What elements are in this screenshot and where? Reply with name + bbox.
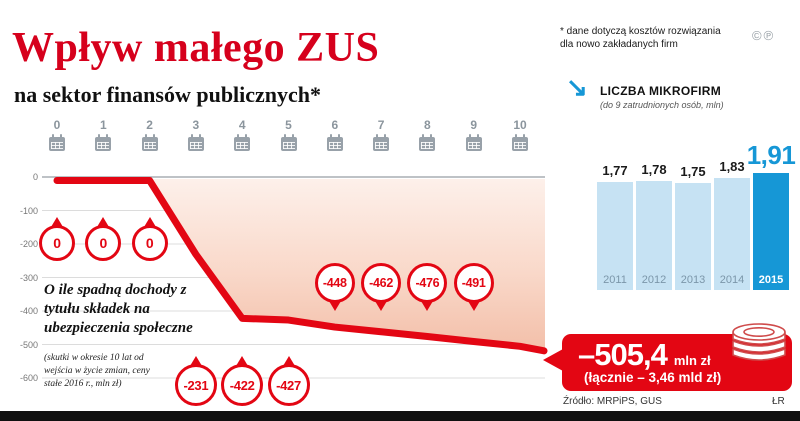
- y-axis-label: -500: [19, 339, 38, 350]
- line-chart-title: O ile spadną dochody z tytułu składek na…: [44, 282, 193, 336]
- bar: 2013: [675, 183, 711, 290]
- y-axis-label: -300: [19, 272, 38, 283]
- timeline-year: 6: [320, 118, 350, 151]
- calendar-icon: [512, 134, 528, 151]
- bar-year-label: 2011: [603, 274, 627, 286]
- bar-year-label: 2015: [758, 274, 784, 286]
- y-axis-label: -200: [19, 239, 38, 249]
- bar: 2014: [714, 178, 750, 290]
- year-number: 8: [424, 118, 431, 132]
- bar-column: 1,78 2012: [636, 162, 672, 290]
- y-axis-label: 0: [32, 172, 38, 182]
- timeline-year: 5: [274, 118, 304, 151]
- calendar-icon: [49, 134, 65, 151]
- year-number: 6: [331, 118, 339, 132]
- credit-label: ŁR: [772, 396, 785, 407]
- data-callout: -448: [314, 263, 355, 311]
- year-number: 10: [513, 118, 527, 132]
- year-number: 0: [53, 118, 61, 132]
- bar-chart-subtitle: (do 9 zatrudnionych osób, mln): [600, 100, 724, 110]
- bar: 2015: [753, 173, 789, 290]
- bar-value-label: 1,91: [746, 140, 796, 170]
- line-chart-note: (skutki w okresie 10 lat od wejścia w ży…: [44, 353, 150, 389]
- data-callout: -427: [267, 356, 310, 406]
- year-number: 2: [146, 118, 153, 132]
- source-label: Źródło: MRPiPS, GUS: [563, 396, 662, 407]
- bar-value-label: 1,78: [641, 162, 667, 177]
- copyright-icons: ©℗: [752, 28, 775, 43]
- data-callout: -476: [407, 263, 448, 311]
- footnote: * dane dotyczą kosztów rozwiązania dla n…: [560, 26, 721, 50]
- bar-chart-bars: 1,77 2011 1,78 2012 1,75 2013 1,83 2014 1,91 2015: [597, 112, 796, 290]
- timeline-year: 4: [227, 118, 257, 151]
- year-number: 3: [192, 118, 200, 132]
- year-number: 7: [377, 118, 385, 132]
- bar-column: 1,91 2015: [747, 140, 796, 290]
- timeline-year: 7: [366, 118, 396, 151]
- year-number: 9: [470, 118, 478, 132]
- badge-value-row: –505,4 mln zł: [578, 337, 780, 373]
- calendar-icon: [187, 134, 204, 151]
- calendar-icon: [373, 134, 390, 151]
- data-callout: -491: [453, 263, 494, 311]
- calendar-icon: [465, 134, 482, 151]
- bar: 2012: [636, 181, 672, 290]
- badge-value: –505,4: [578, 337, 668, 372]
- badge-total: (łącznie – 3,46 mld zł): [584, 370, 722, 385]
- page-subtitle: na sektor finansów publicznych*: [14, 82, 322, 107]
- y-axis-label: -100: [19, 205, 38, 216]
- bar-year-label: 2012: [641, 274, 667, 286]
- bar-column: 1,83 2014: [714, 159, 750, 290]
- trend-arrow-icon: ↘: [566, 72, 588, 102]
- calendar-icon: [234, 134, 251, 151]
- calendar-icon: [95, 134, 112, 151]
- timeline-year: 9: [459, 118, 489, 151]
- bar-column: 1,75 2013: [675, 164, 711, 290]
- bar-chart-title: LICZBA MIKROFIRM: [600, 84, 722, 98]
- timeline-year: 0: [42, 118, 72, 151]
- calendar-icon: [326, 134, 343, 151]
- copyright-icon: ©: [752, 28, 764, 43]
- bar-year-label: 2014: [719, 274, 745, 286]
- data-callout: 0: [39, 217, 75, 261]
- year-number: 1: [99, 118, 107, 132]
- timeline-year: 2: [135, 118, 165, 151]
- calendar-icon: [141, 134, 158, 151]
- timeline-year: 3: [181, 118, 211, 151]
- year-number: 5: [285, 118, 292, 132]
- y-axis-label: -600: [19, 373, 38, 383]
- bar-column: 1,77 2011: [597, 163, 633, 290]
- data-callout: 0: [131, 217, 168, 261]
- money-stack-icon: [732, 323, 786, 361]
- bar-year-label: 2013: [680, 274, 706, 286]
- data-callout: 0: [85, 217, 122, 261]
- timeline-year: 10: [505, 118, 535, 151]
- bar-value-label: 1,77: [602, 163, 628, 178]
- bottom-bar: [0, 411, 800, 421]
- year-number: 4: [238, 118, 246, 132]
- bar-value-label: 1,75: [680, 164, 706, 179]
- calendar-icon: [280, 134, 297, 151]
- bar-value-label: 1,83: [719, 159, 745, 174]
- badge-unit: mln zł: [673, 353, 711, 368]
- calendar-icon: [419, 134, 436, 151]
- bar: 2011: [597, 182, 633, 290]
- total-loss-badge: –505,4 mln zł (łącznie – 3,46 mld zł): [543, 323, 792, 391]
- page-title: Wpływ małego ZUS: [12, 25, 380, 71]
- data-callout: -231: [174, 356, 217, 406]
- phonogram-icon: ℗: [763, 28, 776, 43]
- data-callout: -422: [221, 356, 264, 406]
- y-axis-label: -400: [19, 306, 38, 316]
- timeline-year: 1: [88, 118, 118, 151]
- timeline-year: 8: [412, 118, 442, 151]
- data-callout: -462: [361, 263, 402, 311]
